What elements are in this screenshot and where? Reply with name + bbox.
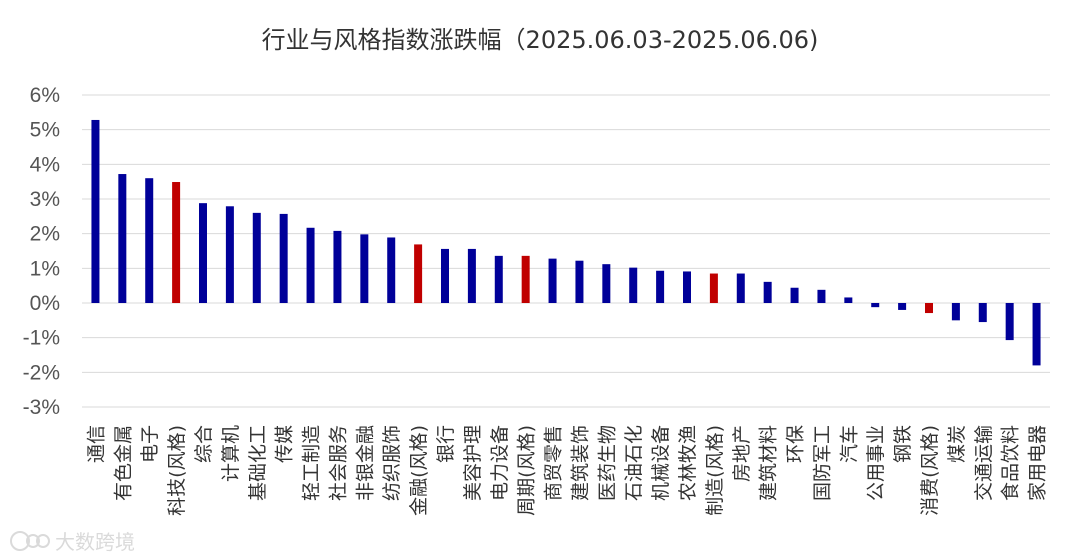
bar	[333, 230, 342, 303]
bar	[736, 273, 745, 303]
x-tick-label: 国防军工	[811, 425, 833, 501]
x-tick-label: 纺织服饰	[381, 425, 403, 501]
logo-icon	[10, 531, 50, 551]
x-tick-label: 金融(风格)	[408, 425, 430, 516]
chart-title: 行业与风格指数涨跌幅（2025.06.03-2025.06.06)	[262, 26, 819, 54]
bar	[1005, 303, 1014, 341]
x-tick-label: 公用事业	[865, 425, 887, 501]
y-tick-label: -3%	[23, 396, 60, 419]
x-tick-label: 消费(风格)	[919, 425, 941, 516]
bar	[925, 303, 933, 314]
bar	[521, 255, 530, 303]
bar	[656, 270, 665, 303]
bar	[951, 303, 960, 321]
bar	[602, 264, 611, 303]
bar	[494, 255, 503, 303]
y-tick-label: 3%	[30, 188, 60, 211]
x-tick-label: 银行	[435, 425, 457, 463]
x-tick-label: 建筑材料	[758, 425, 780, 501]
x-tick-label: 机械设备	[650, 425, 672, 501]
bar	[871, 303, 880, 308]
bar	[790, 287, 799, 303]
x-tick-label: 电力设备	[489, 425, 511, 501]
x-tick-label: 汽车	[838, 425, 860, 463]
bar	[683, 271, 691, 303]
bar	[252, 212, 261, 303]
bar	[898, 303, 907, 310]
x-tick-label: 周期(风格)	[516, 425, 538, 516]
bar	[441, 248, 449, 303]
bar	[844, 297, 853, 303]
x-tick-label: 商贸零售	[543, 425, 565, 501]
bar	[199, 203, 207, 303]
bar	[467, 248, 476, 303]
watermark-text: 大数跨境	[55, 530, 135, 554]
x-tick-label: 社会服务	[327, 425, 349, 501]
bar	[978, 303, 987, 323]
x-tick-label: 钢铁	[892, 425, 914, 463]
y-tick-label: 4%	[30, 153, 60, 176]
x-tick-label: 石油石化	[623, 425, 645, 501]
y-tick-label: -1%	[23, 327, 60, 350]
bar	[1032, 303, 1041, 366]
bars	[91, 119, 1041, 366]
bar	[817, 289, 826, 303]
y-tick-label: 0%	[30, 292, 60, 315]
bar	[118, 174, 127, 303]
x-tick-label: 制造(风格)	[704, 425, 726, 516]
bar	[548, 258, 557, 303]
bar	[763, 281, 772, 303]
y-tick-label: 1%	[30, 257, 60, 280]
y-tick-label: 5%	[30, 119, 60, 142]
bar	[414, 244, 423, 303]
x-tick-label: 计算机	[220, 425, 242, 482]
watermark: 大数跨境	[10, 530, 135, 554]
bar	[91, 119, 100, 304]
bar	[306, 227, 315, 303]
x-axis-ticks: 通信 有色金属 电子 科技(风格) 综合 计算机 基础化工 传媒 轻工制造 社会服务 非银金融 纺织服…	[85, 425, 1048, 516]
x-tick-label: 传媒	[274, 425, 296, 463]
x-tick-label: 基础化工	[247, 425, 269, 501]
bar	[360, 234, 369, 303]
x-tick-label: 有色金属	[112, 425, 134, 501]
x-tick-label: 农林牧渔	[677, 425, 699, 501]
x-tick-label: 轻工制造	[301, 425, 323, 501]
x-tick-label: 建筑装饰	[569, 425, 591, 501]
x-tick-label: 非银金融	[354, 425, 376, 501]
x-tick-label: 房地产	[731, 425, 753, 482]
x-tick-label: 医药生物	[596, 425, 618, 501]
y-tick-label: 2%	[30, 223, 60, 246]
x-tick-label: 美容护理	[462, 425, 484, 501]
x-tick-label: 科技(风格)	[166, 425, 188, 516]
x-tick-label: 通信	[85, 425, 107, 463]
bar	[145, 178, 154, 303]
x-tick-label: 食品饮料	[1000, 425, 1022, 501]
bar	[225, 206, 234, 303]
x-tick-label: 环保	[785, 425, 807, 463]
y-tick-label: -2%	[23, 361, 60, 384]
x-tick-label: 交通运输	[973, 425, 995, 501]
bar	[279, 213, 288, 303]
bar	[387, 237, 396, 303]
x-tick-label: 电子	[139, 425, 161, 463]
bar	[172, 182, 181, 303]
bar	[629, 267, 638, 303]
y-axis-ticks: -3% -2% -1% 0% 1% 2% 3% 4% 5% 6%	[23, 84, 60, 419]
gridlines	[82, 94, 1050, 408]
x-tick-label: 家用电器	[1027, 425, 1049, 501]
y-tick-label: 6%	[30, 84, 60, 107]
x-tick-label: 综合	[193, 425, 215, 463]
bar	[709, 273, 718, 303]
bar	[575, 260, 584, 303]
x-tick-label: 煤炭	[946, 425, 968, 463]
